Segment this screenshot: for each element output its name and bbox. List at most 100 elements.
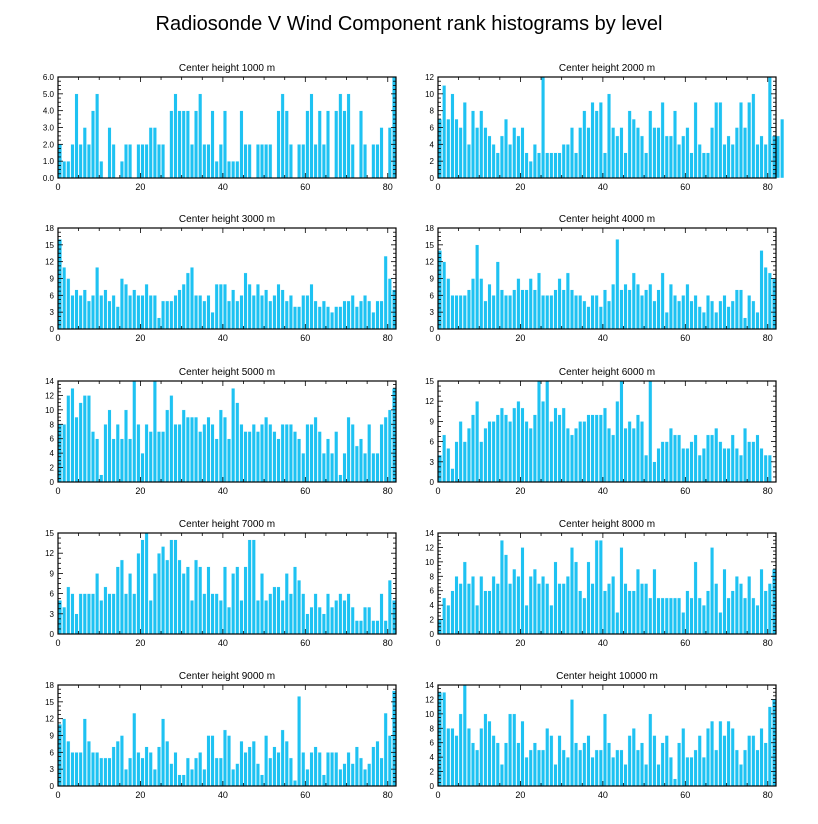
bar xyxy=(297,696,302,787)
bar xyxy=(532,289,537,330)
chart-panel: Center height 1000 m 0 20 40 60 80 0.0 1.0 2.0 3.… xyxy=(43,63,397,192)
bar xyxy=(276,110,281,179)
bar xyxy=(722,735,727,787)
bar xyxy=(706,728,710,787)
bar xyxy=(763,267,768,330)
bar xyxy=(173,295,178,330)
bar xyxy=(177,110,182,179)
bar xyxy=(697,454,702,483)
chart-panel: Center height 7000 m 0 20 40 60 80 0 3 6 9 12 15 xyxy=(45,519,397,648)
bar xyxy=(334,431,339,483)
bar xyxy=(574,742,579,787)
y-tick-label: 0 xyxy=(50,478,55,487)
y-tick-label: 4 xyxy=(430,753,435,762)
bar xyxy=(479,278,484,330)
bar xyxy=(346,416,351,483)
y-tick-label: 4 xyxy=(50,449,55,458)
y-tick-label: 12 xyxy=(425,543,434,552)
bar xyxy=(594,295,599,330)
x-tick-label: 20 xyxy=(515,333,525,343)
bar xyxy=(537,272,541,330)
bar xyxy=(91,431,95,483)
bar xyxy=(82,395,87,483)
bar xyxy=(446,118,451,179)
bar xyxy=(516,278,521,330)
x-tick-label: 20 xyxy=(515,790,525,800)
bar xyxy=(499,764,504,787)
bar xyxy=(169,539,174,635)
bar xyxy=(553,561,558,635)
bar xyxy=(652,127,657,179)
bar xyxy=(321,613,326,635)
y-tick-label: 4 xyxy=(430,601,435,610)
bar xyxy=(165,740,170,787)
bar xyxy=(475,244,480,330)
panel-title: Center height 7000 m xyxy=(179,519,275,530)
x-tick-label: 0 xyxy=(55,333,60,343)
bar xyxy=(726,720,731,787)
bar xyxy=(450,295,455,330)
bar xyxy=(198,295,203,330)
bar xyxy=(74,416,79,483)
bar xyxy=(668,427,673,483)
bar xyxy=(483,590,488,635)
bar xyxy=(442,85,447,179)
y-tick-label: 18 xyxy=(45,681,54,690)
bar xyxy=(124,593,128,635)
bar xyxy=(227,606,232,635)
bar xyxy=(62,606,67,635)
bar xyxy=(326,593,330,635)
bar xyxy=(471,278,475,330)
bar xyxy=(173,424,178,483)
bar xyxy=(214,593,219,635)
x-tick-label: 60 xyxy=(300,182,310,192)
bar xyxy=(454,295,459,330)
y-tick-label: 2 xyxy=(430,768,435,777)
panel-title: Center height 1000 m xyxy=(179,63,275,74)
x-tick-label: 40 xyxy=(218,486,228,496)
bar xyxy=(181,409,186,483)
bar xyxy=(148,127,153,179)
bar xyxy=(247,283,252,330)
bar xyxy=(288,295,293,330)
bar xyxy=(734,749,739,787)
bar xyxy=(590,583,595,635)
bar xyxy=(767,706,772,787)
bar xyxy=(346,593,351,635)
bar xyxy=(363,144,368,179)
bar xyxy=(677,597,682,635)
bar xyxy=(383,416,388,483)
bar xyxy=(487,283,492,330)
bar xyxy=(450,468,455,483)
x-tick-label: 40 xyxy=(598,638,608,648)
bar xyxy=(607,583,612,635)
bar xyxy=(495,583,500,635)
bar xyxy=(255,144,260,179)
bar xyxy=(623,152,628,179)
bar xyxy=(214,438,219,483)
bar xyxy=(371,620,376,635)
y-tick-label: 6 xyxy=(430,124,435,133)
x-tick-label: 20 xyxy=(135,333,145,343)
bar xyxy=(755,434,760,483)
bar xyxy=(570,289,574,330)
bar xyxy=(664,735,669,787)
bar xyxy=(730,144,735,179)
bar xyxy=(693,102,698,179)
x-tick-label: 40 xyxy=(218,790,228,800)
bar xyxy=(759,135,764,179)
bar xyxy=(755,604,760,635)
bar xyxy=(454,441,459,483)
bar xyxy=(504,554,508,635)
bar xyxy=(157,431,161,483)
bar xyxy=(297,144,302,179)
bar xyxy=(759,250,764,330)
bar xyxy=(128,295,133,330)
bar xyxy=(701,756,706,787)
bar xyxy=(350,763,355,787)
bar xyxy=(635,414,640,483)
bar xyxy=(387,278,392,330)
bar xyxy=(594,749,599,787)
bar xyxy=(288,424,293,483)
bar xyxy=(656,289,661,330)
